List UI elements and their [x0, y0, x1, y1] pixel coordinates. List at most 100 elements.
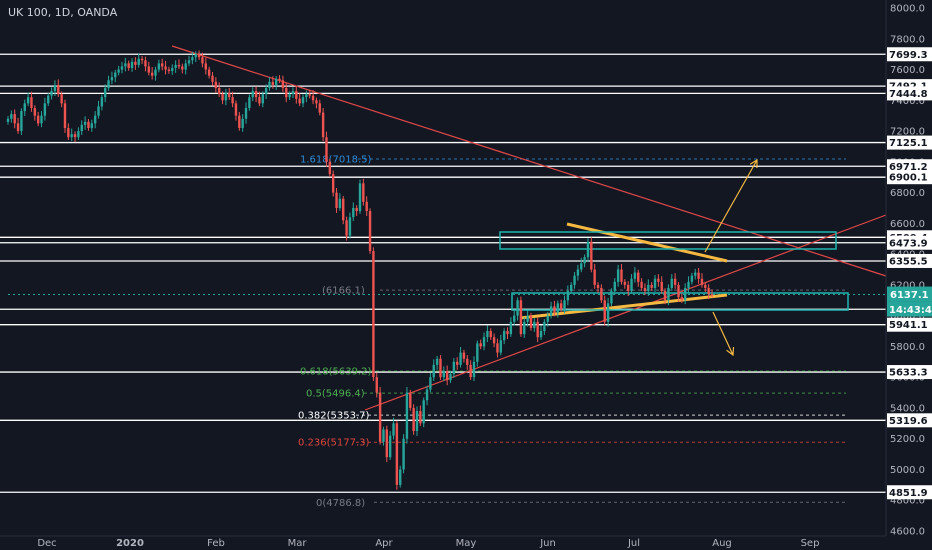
candle-body — [40, 115, 43, 124]
breakout-up-arrow — [704, 159, 758, 253]
price-axis: 8000.07800.07600.07400.07200.07000.06800… — [885, 0, 932, 550]
candle-body — [234, 103, 238, 116]
candle-body — [533, 321, 536, 328]
candle-body — [704, 284, 707, 288]
candle-body — [154, 69, 157, 76]
candle-body — [107, 80, 110, 88]
candle-body — [120, 66, 124, 70]
candle-body — [415, 411, 419, 432]
candle-body — [194, 54, 197, 58]
candle-body — [700, 278, 704, 285]
candle-body — [204, 63, 207, 70]
candle-body — [546, 315, 549, 322]
candle-body — [301, 97, 305, 104]
candle-body — [513, 315, 516, 322]
fib-levels: 1.618(7018.5) (6166.1) 0.618(5639.2) 0.5(54… — [298, 154, 846, 509]
support-box — [511, 292, 849, 311]
candle-body — [435, 358, 439, 365]
candle-body — [616, 269, 620, 282]
candle-body — [422, 400, 425, 424]
candle-body — [33, 107, 37, 116]
candle-body — [365, 201, 368, 212]
time-tick-label: Sep — [801, 538, 820, 549]
candle-body — [479, 343, 482, 347]
candle-body — [43, 103, 47, 116]
candle-body — [673, 278, 677, 285]
candle-body — [442, 371, 446, 378]
candles — [6, 50, 714, 490]
candle-body — [368, 211, 372, 252]
candle-body — [372, 251, 375, 378]
candle-body — [311, 95, 315, 101]
candle-body — [502, 331, 506, 341]
candle-body — [144, 60, 147, 67]
candle-body — [241, 118, 244, 128]
countdown-tag — [887, 301, 932, 317]
candle-body — [285, 87, 288, 98]
candle-body — [657, 278, 660, 282]
candle-body — [489, 331, 492, 338]
candle-body — [603, 300, 606, 322]
candle-body — [231, 97, 234, 104]
candle-body — [328, 161, 332, 175]
candle-body — [650, 284, 653, 288]
candle-body — [36, 115, 40, 124]
candle-body — [459, 352, 462, 365]
candle-body — [251, 91, 254, 98]
candle-body — [456, 361, 459, 365]
candle-body — [164, 66, 167, 70]
candle-body — [238, 115, 241, 128]
candle-body — [378, 392, 382, 442]
candle-body — [710, 294, 714, 296]
price-tick-label: 6600.0 — [890, 219, 925, 230]
candle-body — [104, 87, 107, 98]
level-tag — [887, 413, 932, 428]
candle-body — [124, 63, 127, 67]
level-tag-label: 7444.8 — [889, 89, 928, 100]
candle-body — [362, 183, 365, 202]
fib-label: 0.236(5177.3) — [298, 438, 370, 449]
level-tag — [887, 47, 932, 62]
candle-body — [499, 340, 502, 353]
level-tag-label: 5941.1 — [889, 320, 928, 331]
candle-body — [596, 284, 600, 288]
candle-body — [606, 303, 610, 322]
candle-body — [523, 321, 526, 335]
candle-body — [476, 343, 479, 362]
candle-body — [335, 192, 338, 208]
candle-body — [613, 281, 616, 292]
candle-body — [278, 78, 281, 81]
candle-body — [214, 81, 218, 88]
candle-body — [385, 429, 389, 458]
candle-body — [355, 207, 358, 212]
fib-label: 1.618(7018.5) — [300, 154, 372, 165]
candle-body — [167, 69, 171, 72]
candle-body — [308, 94, 311, 96]
candle-body — [506, 331, 509, 335]
time-tick-label: Dec — [37, 538, 56, 549]
candle-body — [191, 57, 194, 61]
candle-body — [298, 98, 301, 104]
price-tick-label: 6200.0 — [890, 280, 925, 291]
candle-body — [348, 217, 352, 236]
candle-body — [399, 469, 402, 485]
candle-body — [580, 263, 583, 270]
candle-body — [623, 281, 627, 285]
price-tick-label: 7600.0 — [890, 65, 925, 76]
candle-body — [566, 291, 570, 301]
drawings — [171, 45, 887, 411]
candle-body — [177, 64, 181, 67]
candle-body — [549, 306, 553, 316]
candle-body — [295, 91, 298, 99]
candle-body — [630, 278, 633, 292]
candle-body — [288, 94, 291, 98]
candle-body — [425, 389, 429, 401]
candle-body — [553, 306, 556, 313]
level-tag — [887, 485, 932, 500]
candle-body — [472, 361, 476, 378]
fib-label: 0(4786.8) — [316, 498, 365, 509]
candle-body — [590, 241, 593, 270]
level-tag-label: 6900.1 — [889, 173, 928, 184]
